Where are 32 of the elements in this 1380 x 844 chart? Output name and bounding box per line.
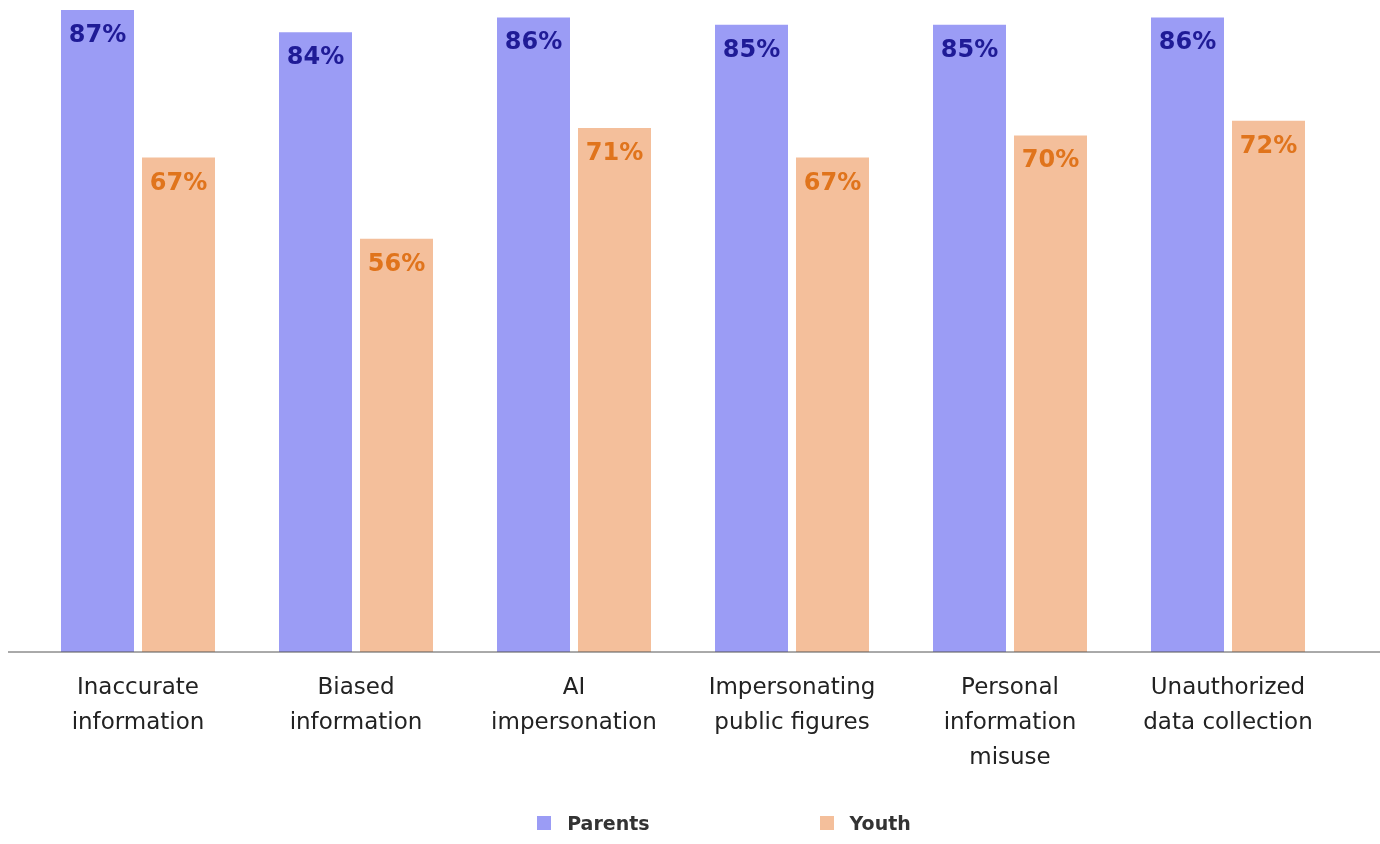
bar (715, 24, 788, 652)
bar (279, 32, 352, 652)
x-tick-label: Impersonating public figures (708, 673, 876, 734)
bar (1014, 135, 1087, 652)
bar (796, 157, 869, 652)
data-label: 56% (367, 248, 426, 277)
legend-label: Parents (567, 812, 650, 834)
x-tick-label: Personal information misuse (943, 673, 1077, 769)
bar (142, 157, 215, 652)
data-label: 67% (803, 167, 862, 196)
data-label: 70% (1021, 145, 1080, 174)
data-label: 86% (504, 27, 563, 56)
bar (360, 238, 433, 652)
bar (1151, 17, 1224, 652)
bar (933, 24, 1006, 652)
data-label: 86% (1158, 27, 1217, 56)
bar (61, 10, 134, 652)
bar (497, 17, 570, 652)
data-label: 72% (1239, 130, 1298, 159)
x-tick-label: Biased information (289, 673, 423, 734)
bar (578, 128, 651, 652)
x-tick-label: AI impersonation (491, 673, 657, 734)
data-label: 67% (149, 167, 208, 196)
data-label: 71% (585, 138, 644, 167)
x-tick-label: Unauthorized data collection (1143, 673, 1313, 734)
bar (1232, 120, 1305, 652)
data-label: 87% (68, 20, 127, 48)
legend-label: Youth (849, 812, 911, 834)
data-label: 85% (722, 34, 781, 63)
data-label: 84% (286, 42, 345, 71)
data-label: 85% (940, 34, 999, 63)
x-tick-label: Inaccurate information (71, 673, 205, 734)
